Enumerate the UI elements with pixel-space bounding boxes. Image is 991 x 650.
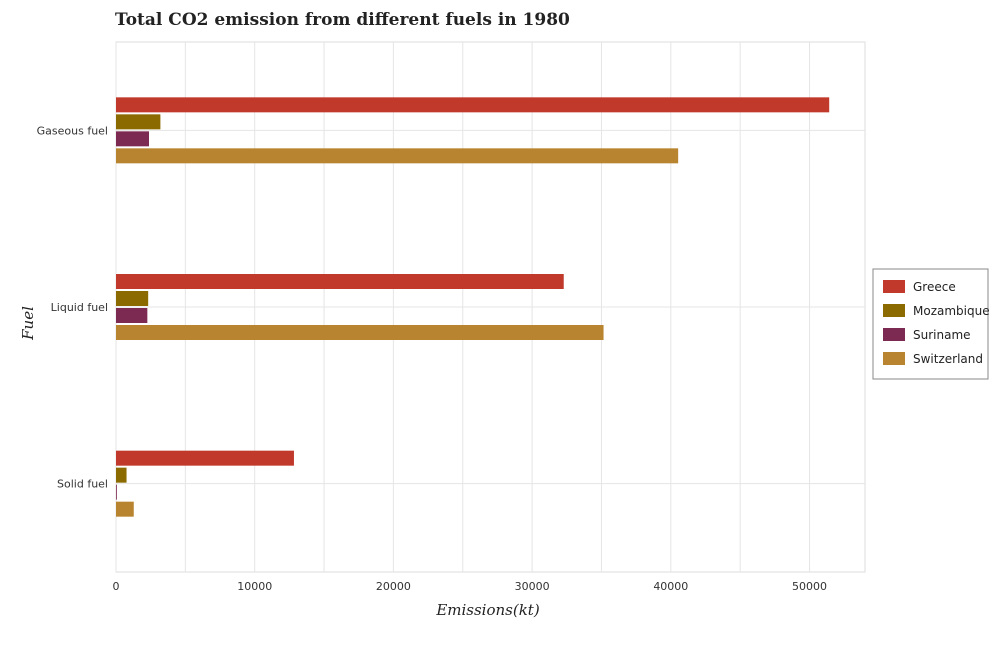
y-axis-ticks: Gaseous fuel Liquid fuel Solid fuel [37,124,108,490]
legend-label: Greece [913,280,956,294]
legend-swatch [883,280,905,293]
y-tick-label: Solid fuel [57,478,108,491]
bars [116,97,830,517]
x-tick-label: 0 [113,580,120,593]
legend-swatch [883,328,905,341]
y-tick-label: Liquid fuel [51,301,108,314]
bar-mozambique-2 [116,467,127,483]
x-tick-label: 20000 [376,580,411,593]
bar-mozambique-1 [116,291,149,306]
legend-swatch [883,304,905,317]
bar-suriname-0 [116,131,150,147]
bar-greece-1 [116,274,564,289]
bar-suriname-2 [116,484,117,500]
legend-label: Suriname [913,328,971,342]
x-axis-label: Emissions(kt) [435,601,540,619]
bar-mozambique-0 [116,114,161,130]
y-axis-label: Fuel [19,306,37,341]
bar-switzerland-1 [116,325,604,340]
bar-greece-0 [116,97,830,113]
legend-swatch [883,352,905,365]
legend-label: Mozambique [913,304,990,318]
legend: Greece Mozambique Suriname Switzerland [872,268,990,380]
x-tick-label: 30000 [515,580,550,593]
bar-switzerland-2 [116,501,134,517]
x-axis-ticks: 0 10000 20000 30000 40000 50000 [113,580,828,593]
chart-title: Total CO2 emission from different fuels … [115,10,570,30]
bar-switzerland-0 [116,148,679,164]
x-tick-label: 10000 [237,580,272,593]
y-tick-label: Gaseous fuel [37,124,108,137]
x-tick-label: 50000 [792,580,827,593]
legend-label: Switzerland [913,352,983,366]
bar-greece-2 [116,450,294,466]
grid [115,41,866,573]
bar-suriname-1 [116,308,148,323]
x-tick-label: 40000 [653,580,688,593]
